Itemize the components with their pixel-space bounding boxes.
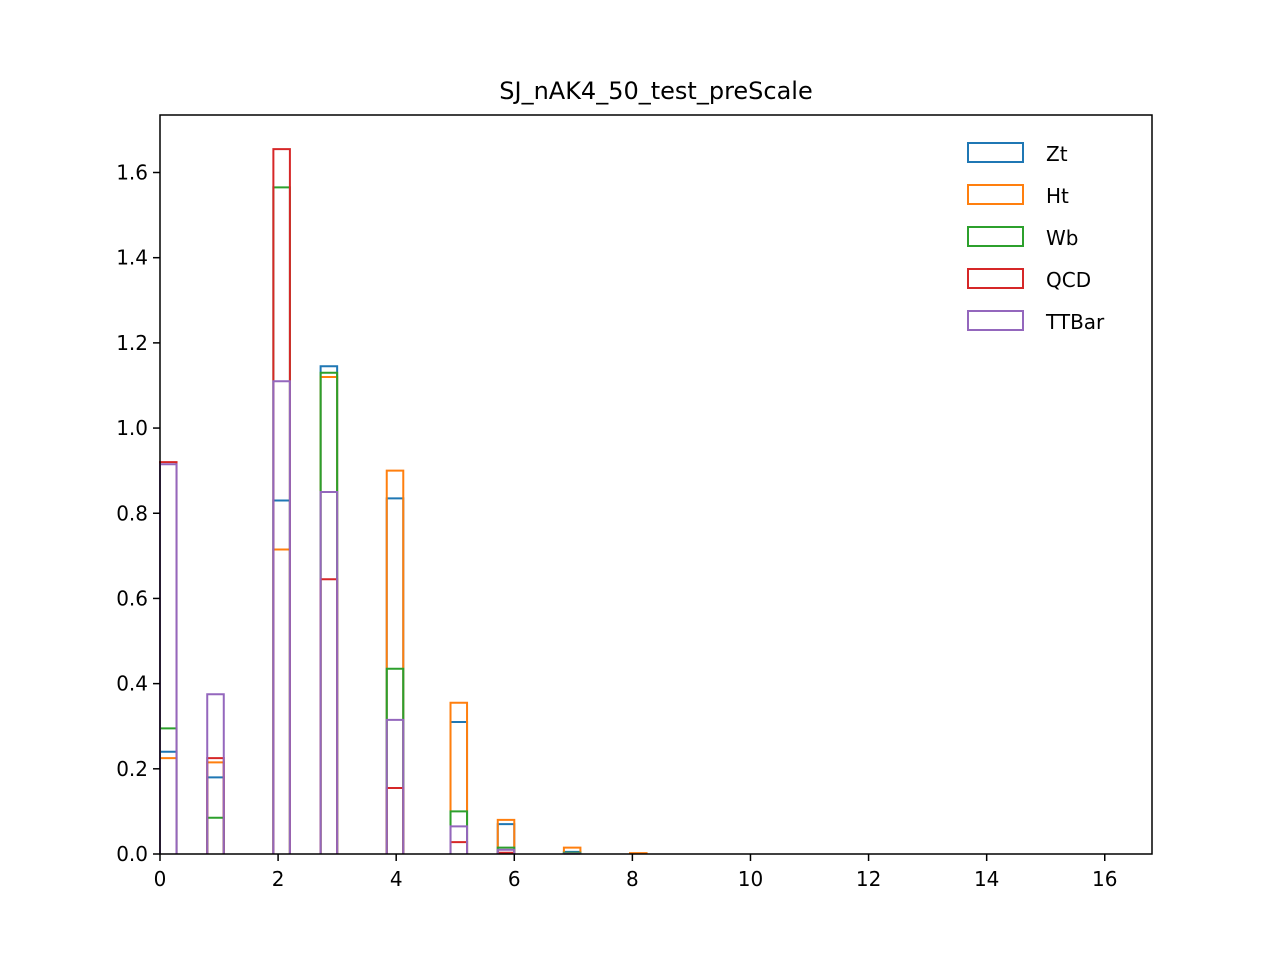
series-layer [159,148,648,855]
y-tick-label: 1.6 [116,161,148,185]
x-tick-label: 10 [738,867,763,891]
legend-label: TTBar [1045,310,1105,334]
x-tick-label: 8 [626,867,639,891]
y-tick-label: 0.2 [116,757,148,781]
histogram-bar [385,469,405,854]
legend-swatch [967,142,1024,163]
x-tick-label: 12 [856,867,881,891]
legend-item-ht: Ht [967,184,1069,208]
legend-item-ttbar: TTBar [967,310,1105,334]
x-tick-label: 16 [1092,867,1117,891]
y-tick-label: 1.2 [116,331,148,355]
legend-swatch [967,310,1024,331]
y-tick-label: 1.4 [116,246,148,270]
x-tick-label: 0 [154,867,167,891]
y-tick-label: 0.6 [116,586,148,610]
histogram-bar [206,693,225,854]
x-tick-label: 4 [390,867,403,891]
histogram-bar [385,718,405,854]
legend-label: QCD [1046,268,1091,292]
y-tick-label: 0.0 [116,842,148,866]
legend-swatch [967,226,1024,247]
chart-title: SJ_nAK4_50_test_preScale [499,77,813,105]
legend-item-qcd: QCD [967,268,1091,292]
legend-item-wb: Wb [967,226,1078,250]
y-tick-label: 0.4 [116,672,148,696]
histogram-bar [496,818,516,854]
y-tick-label: 1.0 [116,416,148,440]
legend-label: Zt [1046,142,1068,166]
histogram-bar [319,490,339,854]
legend-label: Ht [1046,184,1069,208]
x-tick-label: 2 [272,867,285,891]
histogram-bar [449,825,469,854]
axes-frame [159,114,1153,855]
legend: Zt Ht Wb QCD TTBar [967,142,1105,334]
legend-swatch [967,268,1024,289]
legend-item-zt: Zt [967,142,1068,166]
x-tick-label: 14 [974,867,999,891]
legend-swatch [967,184,1024,205]
histogram-bar [449,701,469,854]
histogram-bar [562,846,582,854]
legend-label: Wb [1046,226,1078,250]
axes-layer: 0 2 4 6 8 10 12 14 16 0.0 0.2 0.4 0.6 0.8 1.0 1.2 1.4 1.6 [116,114,1153,891]
x-tick-label: 6 [508,867,521,891]
histogram-bar [272,380,291,854]
y-tick-label: 0.8 [116,501,148,525]
histogram-bar [496,848,516,854]
